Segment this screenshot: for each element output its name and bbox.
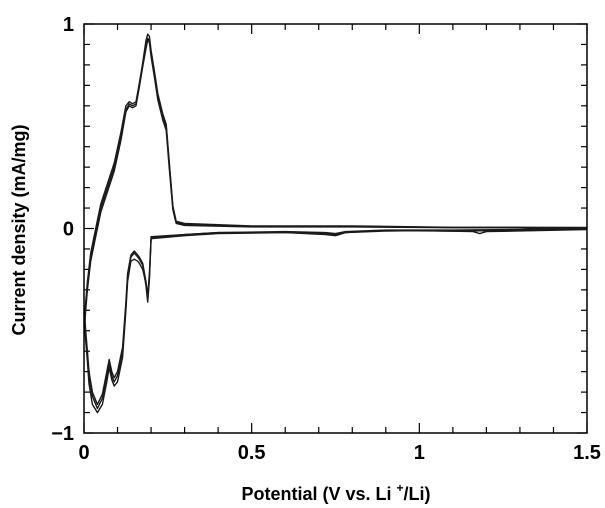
y-tick-label: −1 [51, 423, 74, 445]
y-axis-label: Current density (mA/mg) [9, 124, 29, 335]
x-tick-label: 0 [78, 442, 89, 464]
y-tick-label: 0 [63, 219, 74, 241]
tick-labels: 0 0.5 1 1.5−101 [51, 14, 601, 464]
x-tick-label: 1 [414, 442, 425, 464]
cv-cycle-line-1 [84, 37, 588, 410]
x-tick-label: 0.5 [238, 442, 266, 464]
x-tick-label: 1.5 [573, 442, 601, 464]
cv-cycle-line-3 [84, 33, 588, 406]
axis-ticks [83, 23, 588, 434]
y-tick-label: 1 [63, 14, 74, 36]
series-layer [84, 33, 588, 414]
x-axis-label: Potential (V vs. Li +/Li) [241, 481, 430, 504]
plot-frame [83, 23, 588, 434]
